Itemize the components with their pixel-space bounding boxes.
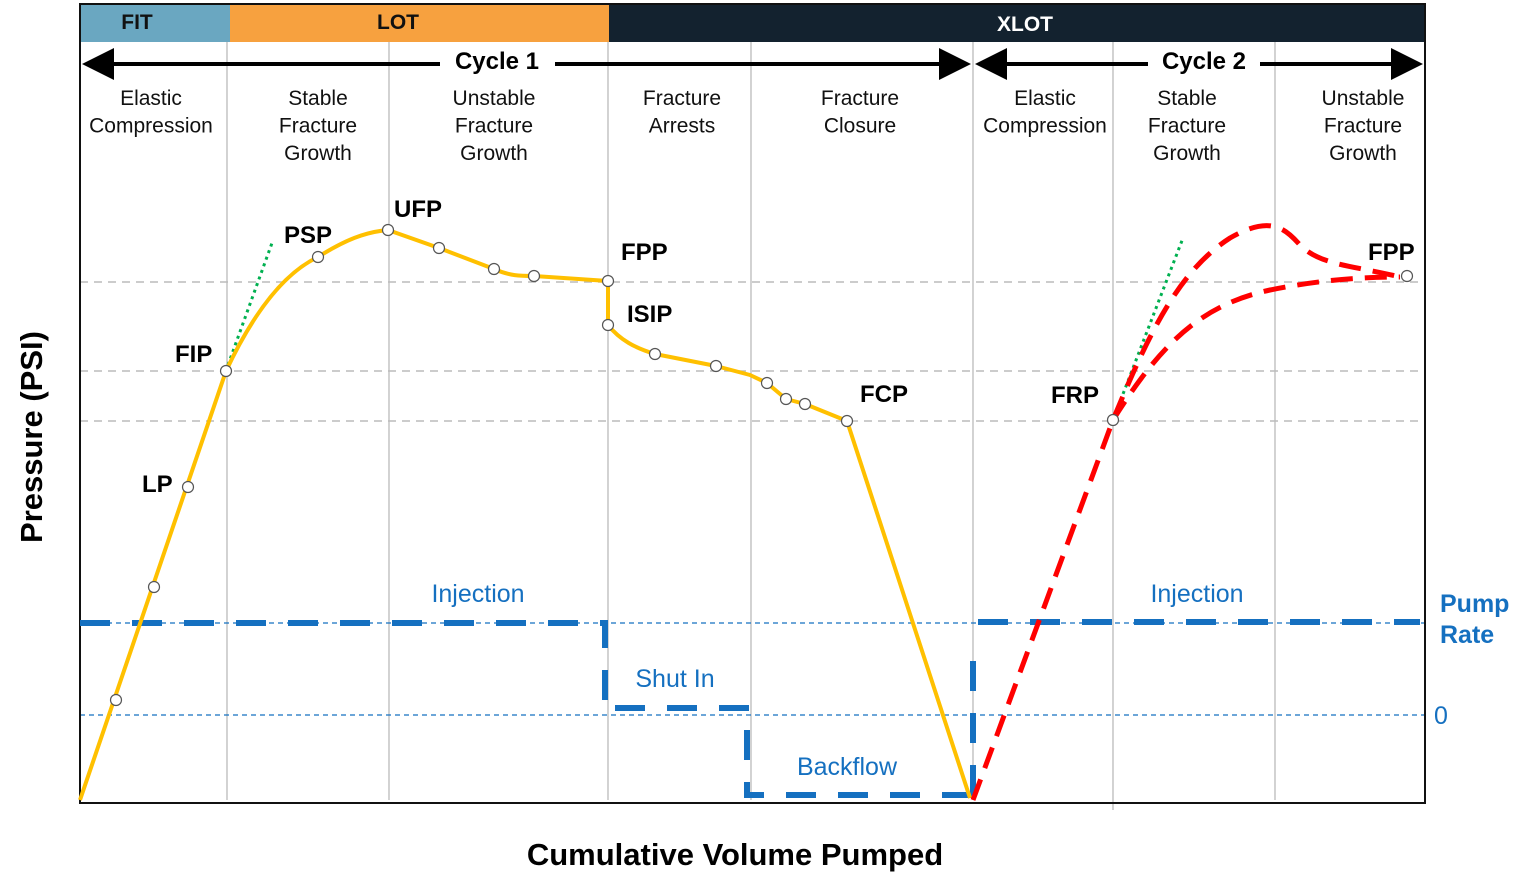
pressure-reference-lines <box>80 281 1425 422</box>
phase-label: Fracture Closure <box>821 87 899 138</box>
fcp-label: FCP <box>860 381 908 408</box>
phase-label: Elastic Compression <box>983 87 1107 138</box>
fpp-label: FPP <box>621 239 668 266</box>
data-point-marker <box>1400 269 1414 283</box>
data-point-marker <box>840 414 854 428</box>
data-point-marker <box>601 318 615 332</box>
fpp-2-label: FPP <box>1368 239 1415 266</box>
data-point-marker <box>487 262 501 276</box>
xlot-label: XLOT <box>997 13 1053 36</box>
y-axis-title: Pressure (PSI) <box>14 331 49 543</box>
shut-in-label: Shut In <box>635 665 714 693</box>
phase-label: Stable Fracture Growth <box>1148 87 1226 165</box>
x-axis-title: Cumulative Volume Pumped <box>527 837 943 872</box>
phase-label: Stable Fracture Growth <box>279 87 357 165</box>
data-point-marker <box>147 580 161 594</box>
cycle-2-pressure-curve-upper <box>970 223 1401 801</box>
phase-label: Unstable Fracture Growth <box>453 87 536 165</box>
lot-label: LOT <box>377 11 419 34</box>
data-point-marker <box>798 397 812 411</box>
cycle-1-label: Cycle 1 <box>455 48 539 75</box>
backflow-label: Backflow <box>797 753 898 781</box>
cycle-2-pressure-curve-lower <box>1110 274 1401 422</box>
fit-label: FIT <box>121 11 153 34</box>
phase-label: Fracture Arrests <box>643 87 721 138</box>
data-point-marker <box>109 693 123 707</box>
data-point-marker <box>181 480 195 494</box>
data-point-marker <box>219 364 233 378</box>
data-point-marker <box>432 241 446 255</box>
data-markers <box>109 223 1414 707</box>
lp-label: LP <box>142 471 173 498</box>
data-point-marker <box>1106 413 1120 427</box>
fit-band <box>80 4 230 42</box>
pump-rate-reference-lines <box>80 622 1425 716</box>
pump-rate-axis-label-line2: Rate <box>1440 621 1494 649</box>
phase-label: Unstable Fracture Growth <box>1322 87 1405 165</box>
plot-frame <box>79 3 1426 804</box>
phase-label: Elastic Compression <box>89 87 213 138</box>
isip-label: ISIP <box>627 301 672 328</box>
data-point-marker <box>381 223 395 237</box>
tangent-line-1 <box>226 242 274 366</box>
data-point-marker <box>648 347 662 361</box>
phase-labels: Elastic Compression Stable Fracture Growth Un… <box>89 87 1404 165</box>
cycle-2-label: Cycle 2 <box>1162 48 1246 75</box>
data-point-marker <box>760 376 774 390</box>
pump-rate-zero-label: 0 <box>1434 702 1448 730</box>
psp-label: PSP <box>284 222 332 249</box>
injection-2-label: Injection <box>1150 580 1243 608</box>
tangent-line-2 <box>1111 237 1185 421</box>
pump-rate-axis-label-line1: Pump <box>1440 590 1509 618</box>
data-point-marker <box>527 269 541 283</box>
fip-label: FIP <box>175 341 212 368</box>
lot-band <box>230 4 609 42</box>
injection-1-label: Injection <box>431 580 524 608</box>
data-point-marker <box>779 392 793 406</box>
data-point-marker <box>311 250 325 264</box>
phase-dividers <box>226 42 1276 810</box>
xlot-band <box>609 4 1425 42</box>
frp-label: FRP <box>1051 382 1099 409</box>
pump-rate-line <box>80 619 1420 798</box>
ufp-label: UFP <box>394 196 442 223</box>
data-point-marker <box>601 274 615 288</box>
data-point-marker <box>709 359 723 373</box>
